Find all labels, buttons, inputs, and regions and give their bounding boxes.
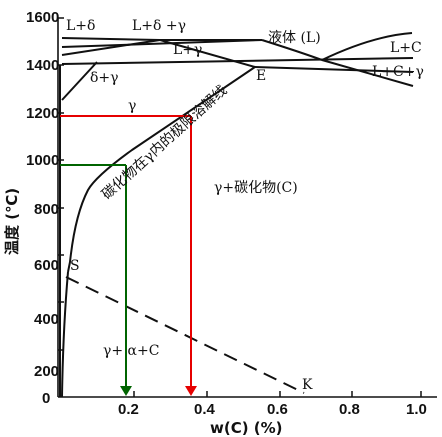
boundary-line	[159, 39, 256, 68]
solidus-line	[61, 57, 414, 65]
label-gamma-carbide: γ+碳化物(C)	[214, 180, 298, 196]
label-gamma-alpha-c: γ+ α+C	[103, 343, 159, 359]
y-tick-label: 0	[42, 390, 50, 407]
label-liquid: 液体 (L)	[268, 30, 321, 46]
label-l-c: L+C	[390, 40, 422, 56]
boundary-line	[61, 61, 98, 101]
y-tick-label: 1400	[26, 57, 59, 74]
y-tick-label: 1200	[26, 105, 59, 122]
x-tick-label: 0.6	[267, 401, 288, 418]
red-arrowhead	[185, 386, 197, 396]
x-tick-label: 0.4	[194, 401, 216, 418]
boundary-line	[61, 39, 263, 48]
y-tick-label: 600	[34, 257, 59, 274]
x-ticks: 0.2 0.4 0.6 0.8 1.0	[118, 391, 427, 418]
solubility-line	[67, 66, 256, 273]
gamma-boundary	[61, 271, 69, 398]
label-point-e: E	[256, 68, 266, 84]
eutectic-line	[254, 66, 414, 73]
phase-boundaries	[59, 32, 414, 398]
label-delta-gamma: δ+γ	[90, 70, 119, 86]
label-l-delta-gamma: L+δ +γ	[132, 18, 186, 34]
liquidus-line	[261, 39, 323, 61]
boundary-line	[61, 39, 161, 56]
y-tick-label: 800	[34, 201, 59, 218]
x-tick-label: 0.2	[118, 401, 139, 418]
label-point-k: K	[302, 377, 313, 393]
y-tick-label: 1600	[26, 9, 59, 26]
red-guide	[60, 115, 192, 388]
s-k-dashed-line	[65, 276, 305, 394]
y-axis-title: 温度 (℃)	[3, 188, 21, 255]
y-tick-label: 1000	[26, 152, 59, 169]
boundary-line	[61, 37, 161, 41]
x-tick-label: 1.0	[406, 401, 427, 418]
boundary-line	[321, 59, 414, 87]
label-gamma: γ	[128, 98, 136, 114]
label-point-s: S	[70, 258, 80, 274]
y-tick-label: 200	[34, 363, 59, 380]
liquidus-right	[321, 32, 413, 61]
y-tick-label: 400	[34, 311, 59, 328]
label-solubility-line: 碳化物在γ内的极限溶解线	[99, 82, 230, 203]
y-ticks: 1600 1400 1200 1000 800 600 400 200 0	[26, 9, 64, 407]
green-guide	[60, 164, 127, 388]
label-l-delta: L+δ	[66, 18, 95, 34]
label-l-gamma: L+γ	[173, 42, 202, 58]
label-l-c-gamma: L+C+γ	[372, 64, 424, 80]
green-arrowhead	[120, 386, 132, 396]
x-tick-label: 0.8	[339, 401, 360, 418]
x-axis-title: w(C) (%)	[210, 419, 283, 437]
